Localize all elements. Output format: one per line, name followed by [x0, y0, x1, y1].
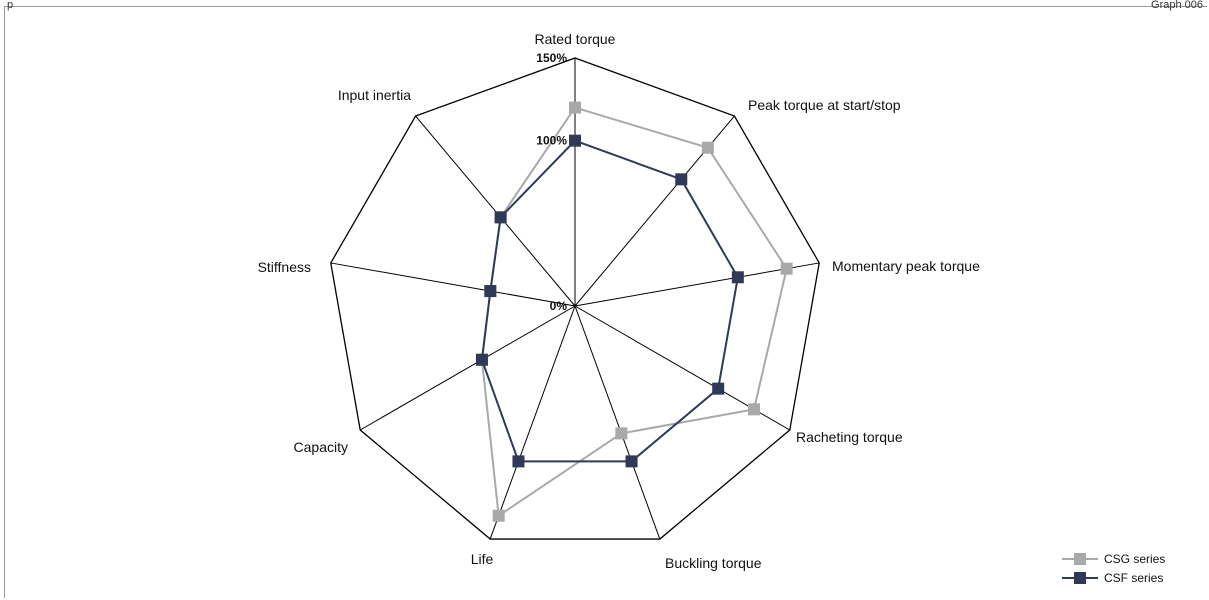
axis-label: Input inertia — [338, 87, 411, 103]
graph-number: Graph 006 — [1151, 0, 1203, 11]
series-point — [569, 134, 581, 147]
series-point — [494, 211, 507, 224]
legend-marker — [1074, 553, 1086, 565]
header-left-text: p — [7, 0, 14, 11]
legend-label: CSF series — [1104, 571, 1163, 585]
series-point — [712, 382, 725, 395]
tick-labels: 0% 100% 150% — [536, 51, 567, 313]
series-point — [731, 271, 744, 284]
axis-label: Life — [471, 551, 494, 567]
series-point — [512, 455, 525, 468]
radar-outer-ring — [330, 57, 820, 540]
axis-label: Peak torque at start/stop — [748, 97, 901, 113]
series-point — [475, 353, 488, 366]
axis-label: Rated torque — [535, 31, 616, 47]
axis-label: Buckling torque — [665, 555, 762, 571]
series-point — [625, 455, 638, 468]
axis-label: Stiffness — [258, 259, 311, 275]
chart-frame: p Graph 006 — [4, 0, 1207, 598]
series-point — [492, 509, 505, 522]
series-point — [484, 285, 497, 298]
series-point — [701, 141, 714, 154]
legend: CSG series CSF series — [1062, 552, 1165, 585]
series-point — [780, 262, 793, 275]
radar-spoke — [415, 115, 576, 307]
tick-label: 150% — [536, 51, 567, 65]
radar-spoke — [574, 305, 661, 540]
radar-spoke — [574, 262, 820, 307]
radar-series — [475, 101, 793, 522]
axis-label: Momentary peak torque — [832, 258, 980, 274]
series-point — [675, 173, 688, 186]
series-line-1 — [480, 139, 739, 463]
radar-spoke — [359, 305, 576, 431]
axis-labels: Rated torque Peak torque at start/stop Mom… — [258, 31, 981, 571]
series-point — [615, 427, 628, 440]
axis-label: Racheting torque — [796, 429, 903, 445]
radar-spoke — [330, 262, 576, 307]
series-line-0 — [480, 106, 788, 518]
radar-spoke — [489, 305, 576, 540]
legend-label: CSG series — [1104, 552, 1165, 566]
series-point — [747, 403, 760, 416]
tick-label: 100% — [536, 134, 567, 148]
radar-grid — [330, 57, 820, 540]
series-point — [569, 101, 581, 114]
tick-label: 0% — [550, 299, 568, 313]
legend-marker — [1074, 572, 1086, 584]
axis-label: Capacity — [294, 439, 348, 455]
